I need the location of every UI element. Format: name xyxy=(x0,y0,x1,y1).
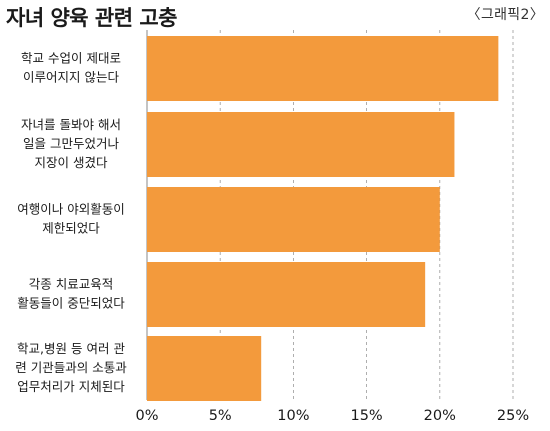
bar xyxy=(147,36,499,101)
bar xyxy=(147,187,440,252)
bar xyxy=(147,336,262,401)
x-tick-label: 5% xyxy=(209,408,232,424)
category-label-line: 업무처리가 지체된다 xyxy=(17,379,125,394)
category-label-line: 이루어지지 않는다 xyxy=(23,70,119,85)
category-label-line: 제한되었다 xyxy=(42,221,100,236)
chart-title: 자녀 양육 관련 고충 xyxy=(6,6,178,30)
category-label-line: 활동들이 중단되었다 xyxy=(17,296,125,311)
x-tick-label: 15% xyxy=(350,408,382,424)
x-tick-label: 25% xyxy=(497,408,529,424)
x-tick-label: 20% xyxy=(424,408,456,424)
category-label-line: 학교,병원 등 여러 관 xyxy=(17,341,125,356)
x-tick-label: 0% xyxy=(135,408,158,424)
category-label-line: 자녀를 돌봐야 해서 xyxy=(21,117,121,132)
bar xyxy=(147,112,455,177)
category-label-line: 일을 그만두었거나 xyxy=(23,136,119,151)
chart-tag: 〈그래픽2〉 xyxy=(466,7,544,23)
bar xyxy=(147,262,426,327)
category-label-line: 각종 치료교육적 xyxy=(29,277,113,292)
category-label-line: 지장이 생겼다 xyxy=(35,155,108,170)
category-label-line: 학교 수업이 제대로 xyxy=(21,51,121,66)
category-label-line: 련 기관들과의 소통과 xyxy=(15,360,127,375)
category-label-line: 여행이나 야외활동이 xyxy=(17,202,124,217)
x-tick-label: 10% xyxy=(277,408,309,424)
